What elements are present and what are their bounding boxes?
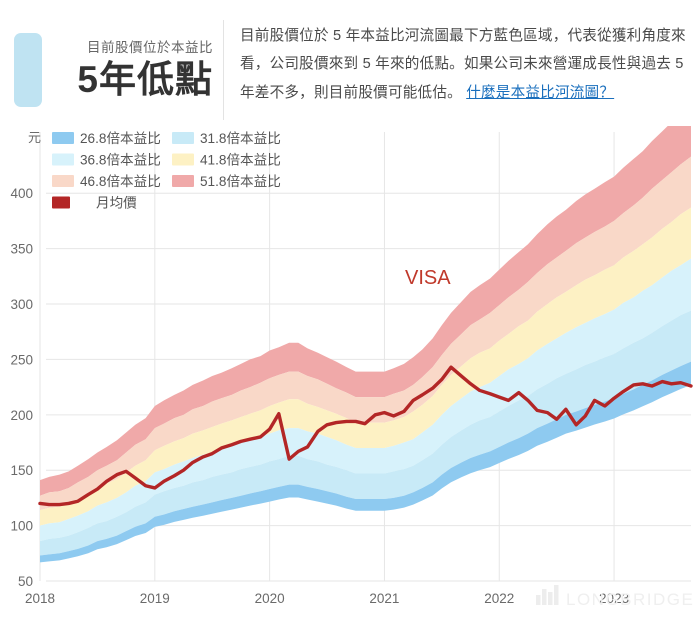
legend-item[interactable]: 31.8倍本益比 <box>172 131 281 146</box>
legend-label: 36.8倍本益比 <box>80 153 161 168</box>
chart-bands <box>40 126 691 563</box>
svg-text:250: 250 <box>10 352 33 367</box>
pe-river-explainer-link[interactable]: 什麼是本益比河流圖？ <box>466 84 615 101</box>
svg-text:2019: 2019 <box>140 591 170 606</box>
legend-item[interactable]: 36.8倍本益比 <box>52 153 161 168</box>
svg-text:2023: 2023 <box>599 591 629 606</box>
legend-label: 51.8倍本益比 <box>200 174 281 189</box>
valuation-summary-card: 目前股價位於本益比 5年低點 <box>10 20 224 120</box>
legend-label: 41.8倍本益比 <box>200 153 281 168</box>
legend-item[interactable]: 26.8倍本益比 <box>52 131 161 146</box>
svg-text:400: 400 <box>10 186 33 201</box>
x-axis: 2018 2019 2020 2021 2022 2023 <box>25 591 629 606</box>
legend-label: 26.8倍本益比 <box>80 131 161 146</box>
legend-swatch <box>172 132 194 144</box>
description-text: 目前股價位於 5 年本益比河流圖最下方藍色區域，代表從獲利角度來看，公司股價來到… <box>240 28 686 101</box>
svg-text:100: 100 <box>10 519 33 534</box>
svg-text:350: 350 <box>10 242 33 257</box>
summary-caption: 目前股價位於本益比 <box>87 40 213 56</box>
svg-text:300: 300 <box>10 297 33 312</box>
legend-swatch <box>52 153 74 166</box>
svg-text:2021: 2021 <box>369 591 399 606</box>
svg-text:150: 150 <box>10 463 33 478</box>
legend-item[interactable]: 51.8倍本益比 <box>172 174 281 189</box>
legend-swatch <box>52 175 74 187</box>
pe-band-chart[interactable]: 50 100 150 200 250 300 350 400 元 2018 2019 2020 202… <box>0 126 695 628</box>
summary-text: 目前股價位於本益比 5年低點 <box>54 39 213 100</box>
legend-item[interactable]: 41.8倍本益比 <box>172 153 281 168</box>
monthly-avg-price-line <box>38 365 693 507</box>
y-axis: 50 100 150 200 250 300 350 400 元 <box>10 130 41 589</box>
chart-container: 50 100 150 200 250 300 350 400 元 2018 2019 2020 202… <box>0 126 695 628</box>
legend-label: 月均價 <box>96 196 137 211</box>
status-color-bar <box>14 33 42 107</box>
svg-text:2022: 2022 <box>484 591 514 606</box>
legend-swatch <box>52 196 70 209</box>
legend-label: 31.8倍本益比 <box>200 131 281 146</box>
chart-legend[interactable]: 26.8倍本益比 31.8倍本益比 36.8倍本益比 41.8倍本益比 46.8倍本益比… <box>52 131 281 211</box>
description-paragraph: 目前股價位於 5 年本益比河流圖最下方藍色區域，代表從獲利角度來看，公司股價來到… <box>224 20 687 107</box>
legend-swatch <box>52 132 74 144</box>
svg-text:2018: 2018 <box>25 591 55 606</box>
chart-title-visa: VISA <box>405 267 451 289</box>
legend-item[interactable]: 46.8倍本益比 <box>52 174 161 189</box>
legend-swatch <box>172 175 194 187</box>
svg-text:2020: 2020 <box>255 591 285 606</box>
legend-swatch <box>172 153 194 166</box>
svg-text:50: 50 <box>18 574 33 589</box>
header: 目前股價位於本益比 5年低點 目前股價位於 5 年本益比河流圖最下方藍色區域，代… <box>0 0 695 126</box>
watermark: LONGBRIDGE <box>536 585 694 609</box>
legend-label: 46.8倍本益比 <box>80 174 161 189</box>
legend-item[interactable]: 月均價 <box>52 196 137 211</box>
svg-text:元: 元 <box>28 130 41 145</box>
svg-text:200: 200 <box>10 408 33 423</box>
summary-headline: 5年低點 <box>77 59 213 101</box>
svg-text:LONGBRIDGE: LONGBRIDGE <box>566 590 694 609</box>
